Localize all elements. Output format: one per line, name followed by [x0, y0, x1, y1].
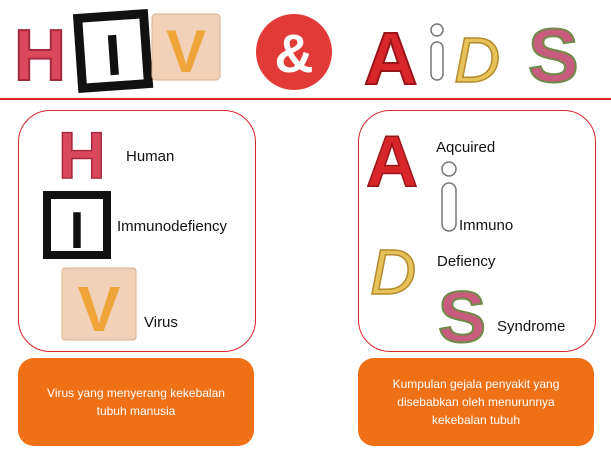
aids-description-text: Kumpulan gejala penyakit yang disebabkan…: [392, 377, 560, 427]
aids-letter-s-graphic: S: [437, 277, 487, 348]
ampersand-circle: [256, 14, 332, 90]
aids-letter-i-graphic: [441, 161, 457, 232]
hiv-letter-v: V: [78, 273, 121, 344]
title-letter-s: S: [528, 14, 579, 96]
aids-word-defiency: Defiency: [437, 253, 496, 270]
hiv-description-text: Virus yang menyerang kekebalan tubuh man…: [47, 386, 225, 418]
aids-letter-a: A: [366, 122, 418, 192]
aids-letter-d-graphic: D: [369, 235, 417, 304]
hiv-word-human: Human: [126, 148, 175, 165]
hiv-letter-i: I: [70, 202, 84, 260]
title-letter-v: V: [166, 18, 206, 85]
hiv-letter-h-graphic: H: [57, 117, 106, 186]
hiv-letter-v-graphic: V: [61, 267, 137, 344]
aids-letter-s: S: [438, 278, 486, 348]
aids-panel: [358, 110, 596, 352]
hiv-description: Virus yang menyerang kekebalan tubuh man…: [18, 358, 254, 446]
title-letter-h: H: [14, 16, 66, 96]
title-letter-i-capsule: [430, 23, 444, 81]
title-letter-v-tile: V: [151, 13, 221, 85]
aids-word-immuno: Immuno: [459, 217, 514, 234]
aids-description: Kumpulan gejala penyakit yang disebabkan…: [358, 358, 594, 446]
aids-letter-a-graphic: A: [365, 121, 419, 192]
title-letters: H I V & A D S: [13, 8, 580, 101]
title-ampersand: &: [275, 24, 314, 84]
title-banner: H I V & A D S: [0, 0, 611, 101]
hiv-word-virus: Virus: [144, 314, 178, 331]
title-divider: [0, 98, 611, 100]
title-letter-a: A: [364, 17, 417, 96]
title-letter-i-box: I: [72, 8, 154, 94]
aids-letter-d: D: [370, 236, 416, 304]
hiv-word-immunodefiency: Immunodefiency: [117, 218, 228, 235]
title-letter-i: I: [103, 23, 124, 89]
hiv-letter-h: H: [58, 118, 106, 186]
title-letter-d: D: [454, 24, 500, 96]
hiv-letter-i-graphic: I: [43, 191, 111, 260]
aids-word-acquired: Aqcuired: [436, 139, 496, 156]
aids-word-syndrome: Syndrome: [497, 318, 566, 335]
